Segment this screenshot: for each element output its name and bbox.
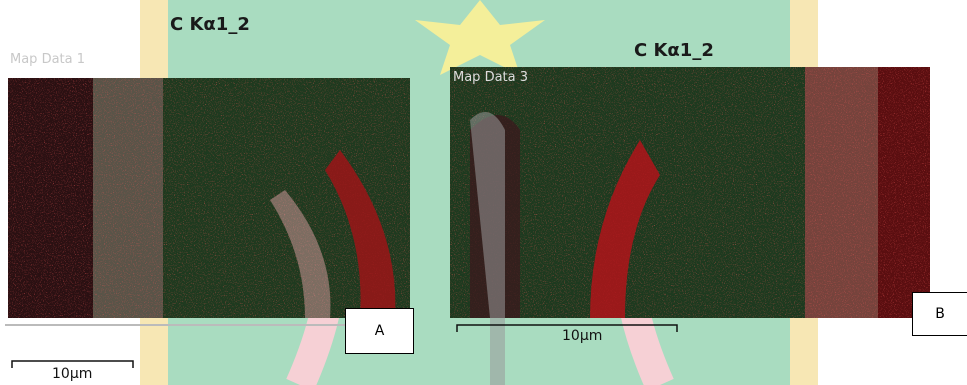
figure: C Kα1_2 Map Data 1 10µm A C Kα1_2 Map Da… (0, 0, 967, 385)
panel-title: C Kα1_2 (634, 40, 714, 61)
map-label: Map Data 3 (453, 70, 528, 85)
panel-title: C Kα1_2 (170, 14, 250, 35)
map-label: Map Data 1 (10, 52, 85, 67)
scale-label: 10µm (52, 366, 92, 382)
figure-graphics (0, 0, 967, 385)
panel-label: B (912, 292, 967, 336)
panel-label: A (345, 308, 414, 354)
scale-label: 10µm (562, 328, 602, 344)
